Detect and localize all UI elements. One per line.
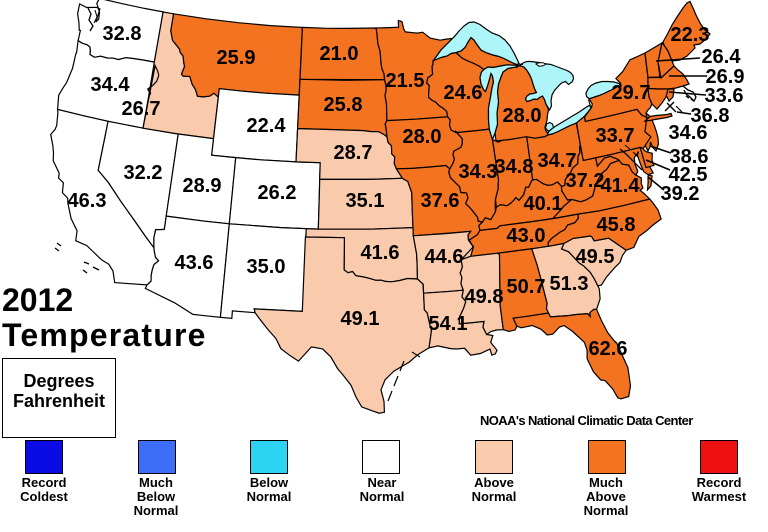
svg-text:39.2: 39.2 <box>661 183 700 205</box>
svg-text:35.0: 35.0 <box>247 256 286 278</box>
svg-text:29.7: 29.7 <box>612 82 651 104</box>
svg-text:28.9: 28.9 <box>183 175 222 197</box>
svg-text:45.8: 45.8 <box>597 214 636 236</box>
svg-text:49.5: 49.5 <box>576 246 615 268</box>
svg-text:40.1: 40.1 <box>524 193 563 215</box>
svg-text:37.6: 37.6 <box>421 190 460 212</box>
svg-text:26.9: 26.9 <box>706 66 745 88</box>
svg-text:46.3: 46.3 <box>68 190 107 212</box>
svg-text:21.0: 21.0 <box>320 43 359 65</box>
svg-text:25.9: 25.9 <box>217 47 256 69</box>
svg-text:34.8: 34.8 <box>495 156 534 178</box>
svg-text:26.4: 26.4 <box>702 46 742 68</box>
svg-text:41.6: 41.6 <box>361 242 400 264</box>
svg-text:32.8: 32.8 <box>103 23 142 45</box>
svg-text:49.1: 49.1 <box>341 308 380 330</box>
svg-text:62.6: 62.6 <box>589 338 628 360</box>
svg-text:37.2: 37.2 <box>566 170 605 192</box>
svg-text:35.1: 35.1 <box>346 190 385 212</box>
svg-text:25.8: 25.8 <box>324 94 363 116</box>
svg-text:36.8: 36.8 <box>691 105 730 127</box>
svg-text:21.5: 21.5 <box>386 70 425 92</box>
svg-text:26.7: 26.7 <box>122 98 161 120</box>
svg-text:42.5: 42.5 <box>669 164 708 186</box>
svg-text:49.8: 49.8 <box>465 286 504 308</box>
svg-text:34.3: 34.3 <box>459 161 498 183</box>
svg-text:54.1: 54.1 <box>429 313 468 335</box>
svg-text:28.0: 28.0 <box>503 105 542 127</box>
svg-text:33.7: 33.7 <box>596 125 635 147</box>
svg-text:43.0: 43.0 <box>507 225 546 247</box>
svg-text:41.4: 41.4 <box>601 175 641 197</box>
svg-text:22.4: 22.4 <box>247 115 287 137</box>
svg-text:28.7: 28.7 <box>334 142 373 164</box>
svg-text:38.6: 38.6 <box>670 146 709 168</box>
svg-text:34.7: 34.7 <box>538 150 577 172</box>
svg-text:44.6: 44.6 <box>425 246 464 268</box>
svg-text:28.0: 28.0 <box>403 126 442 148</box>
svg-text:50.7: 50.7 <box>507 276 546 298</box>
svg-text:43.6: 43.6 <box>175 252 214 274</box>
svg-text:33.6: 33.6 <box>705 85 744 107</box>
svg-text:34.4: 34.4 <box>91 74 131 96</box>
svg-text:24.6: 24.6 <box>444 82 483 104</box>
svg-text:32.2: 32.2 <box>124 162 163 184</box>
svg-text:22.3: 22.3 <box>671 24 710 46</box>
svg-text:26.2: 26.2 <box>258 182 297 204</box>
svg-text:51.3: 51.3 <box>550 273 589 295</box>
svg-text:34.6: 34.6 <box>669 122 708 144</box>
